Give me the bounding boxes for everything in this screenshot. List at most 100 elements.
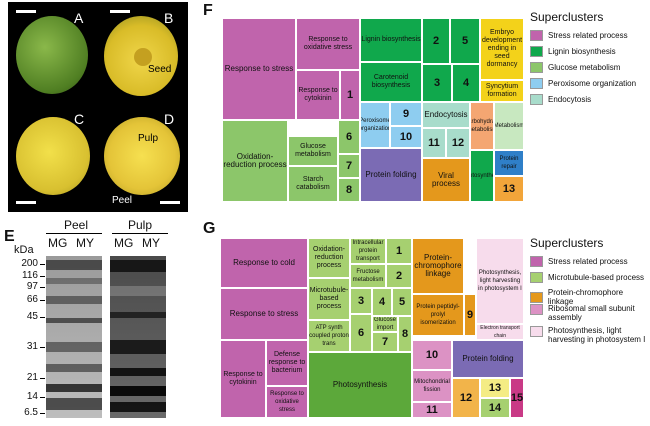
photo-letter-c: C xyxy=(74,111,85,127)
legend-swatch xyxy=(530,272,543,283)
kda-unit: kDa xyxy=(14,244,34,256)
pulp-label: Pulp xyxy=(138,133,159,144)
legend-item: Endocytosis xyxy=(530,94,591,105)
tile-11: 11 xyxy=(412,402,452,418)
marker-tick xyxy=(40,317,45,318)
photo-d: D Pulp Peel xyxy=(98,107,188,212)
tile-embryo-development: Embryo development ending in seed dorman… xyxy=(480,18,524,80)
tile-8: 8 xyxy=(338,178,360,202)
tile-defense-response-bacterium: Defense response to bacterium xyxy=(266,340,308,386)
legend-label: Photosynthesis, light harvesting in phot… xyxy=(548,326,646,344)
legend-item: Lignin biosynthesis xyxy=(530,46,616,57)
tile-5: 5 xyxy=(392,288,412,316)
tile-response-to-stress: Response to stress xyxy=(220,288,308,340)
tile-photosynthesis: Photosynthesis xyxy=(470,150,494,202)
treemap-g: Response to cold Response to stress Resp… xyxy=(220,238,524,418)
seed-label: Seed xyxy=(148,64,172,75)
legend-item: Peroxisome organization xyxy=(530,78,636,89)
photo-b: B Seed xyxy=(98,2,188,107)
marker-tick xyxy=(40,264,45,265)
tile-photosynthesis: Photosynthesis xyxy=(308,352,412,418)
legend-swatch xyxy=(530,291,543,303)
pulp-gel-image xyxy=(110,256,166,418)
legend-swatch xyxy=(530,78,543,89)
kda-marker: 97 xyxy=(26,281,38,292)
tile-4: 4 xyxy=(452,64,480,102)
tile-2: 2 xyxy=(386,264,412,288)
tile-5: 5 xyxy=(450,18,480,64)
tile-7: 7 xyxy=(338,154,360,178)
tile-protein-chromophore: Protein-chromophore linkage xyxy=(412,238,464,294)
seed-cavity xyxy=(134,48,152,66)
legend-label: Microtubule-based process xyxy=(548,273,645,282)
tile-endocytosis: Endocytosis xyxy=(422,102,470,128)
tile-3: 3 xyxy=(350,288,372,314)
scale-bar xyxy=(160,201,180,204)
lane-label: MY xyxy=(76,236,94,250)
tile-14: 14 xyxy=(480,398,510,418)
peel-bracket xyxy=(46,233,102,234)
scale-bar xyxy=(110,10,130,13)
tile-metabolism: Metabolism xyxy=(494,102,524,150)
green-fruit-whole xyxy=(16,16,88,94)
marker-tick xyxy=(40,378,45,379)
tile-response-oxidative-stress: Response to oxidative stress xyxy=(296,18,360,70)
tile-syncytium-formation: Syncytium formation xyxy=(480,80,524,102)
legend-item: Protein-chromophore linkage xyxy=(530,288,650,306)
tile-starch-catabolism: Starch catabolism xyxy=(288,166,338,202)
tile-response-to-cold: Response to cold xyxy=(220,238,308,288)
peel-group-label: Peel xyxy=(64,218,89,232)
tile-9: 9 xyxy=(464,294,476,336)
legend-item: Glucose metabolism xyxy=(530,62,620,73)
kda-marker: 200 xyxy=(21,258,38,269)
panel-letter-f: F xyxy=(203,2,213,19)
panel-letter-g: G xyxy=(203,220,216,237)
tile-15: 15 xyxy=(510,378,524,418)
tile-peroxisome-organization: Peroxisome organization xyxy=(360,102,390,148)
tile-oxidation-reduction: Oxidation-reduction process xyxy=(222,120,288,202)
tile-8: 8 xyxy=(398,316,412,352)
scale-bar xyxy=(16,10,36,13)
tile-4: 4 xyxy=(372,288,392,316)
peel-gel-image xyxy=(46,256,102,418)
tile-13: 13 xyxy=(480,378,510,398)
lane-label: MG xyxy=(114,236,134,250)
legend-title: Superclusters xyxy=(530,236,604,250)
peel-label: Peel xyxy=(112,195,133,206)
tile-response-oxidative-stress: Response to oxidative stress xyxy=(266,386,308,418)
tile-protein-folding: Protein folding xyxy=(452,340,524,378)
tile-6: 6 xyxy=(338,120,360,154)
fruit-photo-grid: A B Seed C D Pulp Peel xyxy=(8,2,188,212)
tile-carbohydrate-metabolism: Carbohydrate metabolism xyxy=(470,102,494,150)
kda-marker: 21 xyxy=(26,372,38,383)
tile-lignin-biosynthesis: Lignin biosynthesis xyxy=(360,18,422,62)
tile-protein-folding: Protein folding xyxy=(360,148,422,202)
legend-label: Endocytosis xyxy=(548,95,592,104)
tile-glucose-metabolism: Glucose metabolism xyxy=(288,136,338,166)
treemap-f: Response to stress Response to oxidative… xyxy=(222,18,524,202)
photo-c: C xyxy=(8,107,98,212)
kda-marker: 66 xyxy=(26,294,38,305)
tile-atp-synth: ATP synth coupled proton trans xyxy=(308,320,350,352)
marker-tick xyxy=(40,397,45,398)
tile-9: 9 xyxy=(390,102,422,126)
marker-tick xyxy=(40,287,45,288)
legend-label: Stress related process xyxy=(548,31,628,40)
tile-photosystem-i: Photosynthesis, light harvesting in phot… xyxy=(476,238,524,324)
panel-letter-e: E xyxy=(4,228,15,245)
tile-glucose-import: Glucose import xyxy=(372,316,398,332)
legend-swatch xyxy=(530,304,543,315)
marker-tick xyxy=(40,300,45,301)
tile-3: 3 xyxy=(422,64,452,102)
kda-marker: 14 xyxy=(26,391,38,402)
tile-12: 12 xyxy=(452,378,480,418)
legend-title: Superclusters xyxy=(530,10,604,24)
tile-response-to-cytokinin: Response to cytokinin xyxy=(220,340,266,418)
kda-marker: 31 xyxy=(26,341,38,352)
tile-mitochondrial-fission: Mitochondrial fission xyxy=(412,370,452,402)
tile-1: 1 xyxy=(340,70,360,120)
tile-response-cytokinin: Response to cytokinin xyxy=(296,70,340,120)
marker-tick xyxy=(40,276,45,277)
tile-6: 6 xyxy=(350,314,372,352)
legend-label: Peroxisome organization xyxy=(548,79,637,88)
